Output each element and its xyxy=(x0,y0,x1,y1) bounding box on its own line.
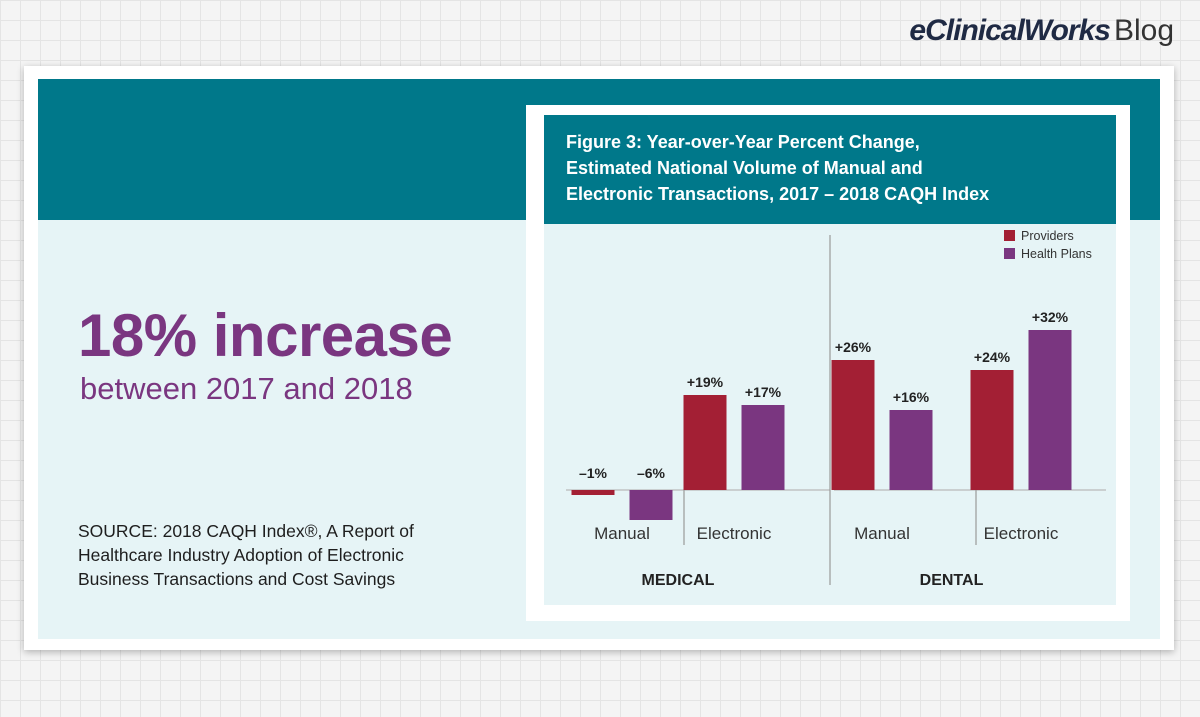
data-label: +26% xyxy=(835,339,872,355)
chart-panel: Figure 3: Year-over-Year Percent Change,… xyxy=(544,115,1116,605)
category-label: Manual xyxy=(854,524,910,543)
health-plans-bar xyxy=(889,410,933,490)
providers-bar xyxy=(970,370,1014,490)
providers-bar xyxy=(571,490,615,495)
chart-card: Figure 3: Year-over-Year Percent Change,… xyxy=(526,105,1130,621)
chart-title-line: Electronic Transactions, 2017 – 2018 CAQ… xyxy=(566,184,990,204)
health-plans-bar xyxy=(741,405,785,490)
headline: 18% increase xyxy=(78,302,453,369)
subheadline: between 2017 and 2018 xyxy=(80,371,413,406)
chart-title-line: Estimated National Volume of Manual and xyxy=(566,158,923,178)
providers-bar xyxy=(683,395,727,490)
brand-name: eClinicalWorks xyxy=(909,14,1111,47)
chart-title: Figure 3: Year-over-Year Percent Change,… xyxy=(544,115,1116,224)
group-label: DENTAL xyxy=(920,572,984,589)
infographic-panel: 18% increase between 2017 and 2018 SOURC… xyxy=(38,79,1160,639)
legend-label: Providers xyxy=(1021,229,1074,243)
source-line: SOURCE: 2018 CAQH Index®, A Report of xyxy=(78,521,414,541)
data-label: +16% xyxy=(893,389,930,405)
infographic-card: 18% increase between 2017 and 2018 SOURC… xyxy=(24,66,1174,650)
source-line: Business Transactions and Cost Savings xyxy=(78,569,396,589)
data-label: +32% xyxy=(1032,309,1069,325)
category-label: Electronic xyxy=(984,524,1059,543)
health-plans-bar xyxy=(1028,330,1072,490)
legend-label: Health Plans xyxy=(1021,247,1092,261)
bar-chart: –1% +19% +26% +24% –6% +17% +16% +32% Manual Elec… xyxy=(566,229,1106,589)
category-label: Electronic xyxy=(697,524,772,543)
brand-logo: eClinicalWorks Blog xyxy=(909,14,1174,48)
brand-suffix: Blog xyxy=(1113,14,1174,47)
data-label: +19% xyxy=(687,374,724,390)
chart-title-line: Figure 3: Year-over-Year Percent Change, xyxy=(566,132,920,152)
providers-bar xyxy=(831,360,875,490)
source-line: Healthcare Industry Adoption of Electron… xyxy=(78,545,404,565)
legend-swatch xyxy=(1004,230,1015,241)
data-label: +17% xyxy=(745,384,782,400)
data-label: –1% xyxy=(579,465,608,481)
source-citation: SOURCE: 2018 CAQH Index®, A Report of He… xyxy=(78,519,508,591)
category-label: Manual xyxy=(594,524,650,543)
legend-swatch xyxy=(1004,248,1015,259)
health-plans-bar xyxy=(629,490,673,520)
data-label: +24% xyxy=(974,349,1011,365)
data-label: –6% xyxy=(637,465,666,481)
group-label: MEDICAL xyxy=(642,572,715,589)
